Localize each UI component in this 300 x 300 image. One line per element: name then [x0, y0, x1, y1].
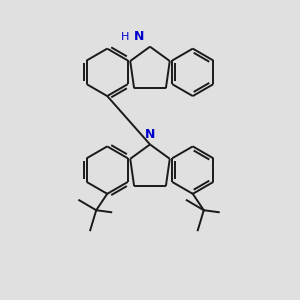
Text: H: H [122, 32, 130, 42]
Text: N: N [145, 128, 155, 141]
Text: N: N [134, 30, 144, 43]
